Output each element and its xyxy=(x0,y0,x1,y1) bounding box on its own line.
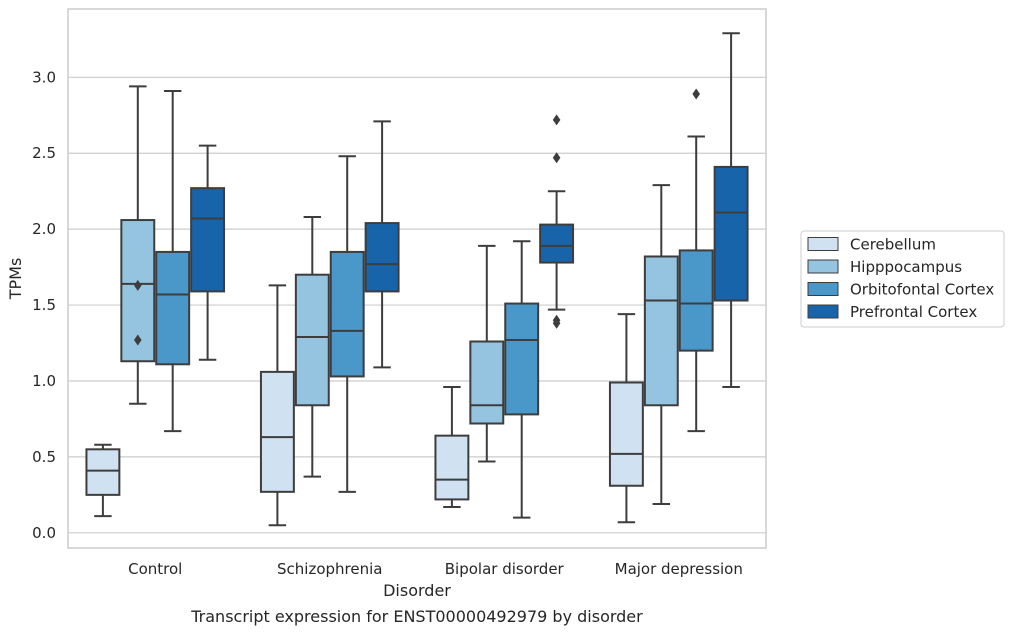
box-2-0 xyxy=(434,386,470,509)
legend-frame xyxy=(800,230,1005,328)
box-1-1 xyxy=(294,216,330,478)
box-2-3 xyxy=(539,114,575,329)
box-2-2 xyxy=(504,240,540,519)
legend-label: Prefrontal Cortex xyxy=(850,303,977,321)
outlier-point xyxy=(134,279,142,291)
outlier-point xyxy=(134,334,142,346)
box-iqr xyxy=(504,302,540,416)
box-3-1 xyxy=(643,184,679,505)
box-1-3 xyxy=(364,120,400,369)
x-tick-label: Schizophrenia xyxy=(277,560,382,578)
box-3-2 xyxy=(678,88,714,433)
boxes xyxy=(85,32,749,527)
box-3-0 xyxy=(608,313,644,524)
x-tick-label: Bipolar disorder xyxy=(445,560,565,578)
box-1-0 xyxy=(259,284,295,527)
box-iqr xyxy=(608,381,644,487)
outlier-point xyxy=(692,88,700,100)
legend-label: Orbitofontal Cortex xyxy=(850,281,994,299)
box-2-1 xyxy=(469,244,505,463)
plot-frame xyxy=(67,8,767,549)
box-3-3 xyxy=(713,32,749,389)
x-axis-label: Disorder xyxy=(383,581,451,600)
legend-swatch xyxy=(807,282,839,296)
outlier-point xyxy=(552,314,561,326)
box-iqr xyxy=(539,223,575,264)
legend-swatch xyxy=(807,304,839,319)
legend-swatch xyxy=(807,259,839,274)
y-axis-ticks: 0.0 0.5 1.0 1.5 2.0 2.5 3.0 xyxy=(32,68,56,541)
x-tick-label: Control xyxy=(128,560,182,578)
box-0-2 xyxy=(155,89,191,433)
y-tick-label: 2.5 xyxy=(32,144,56,162)
legend-swatch xyxy=(807,237,839,251)
legend-label: Hipppocampus xyxy=(850,258,962,276)
x-axis-ticks: Control Schizophrenia Bipolar disorder Majo… xyxy=(128,560,743,578)
box-iqr xyxy=(643,255,679,407)
outlier-point xyxy=(552,114,561,126)
box-iqr xyxy=(713,165,749,302)
box-iqr xyxy=(155,250,191,366)
box-iqr xyxy=(190,187,226,293)
legend-label: Cerebellum xyxy=(850,236,936,254)
box-iqr xyxy=(294,273,330,407)
box-iqr xyxy=(469,340,505,425)
y-tick-label: 1.0 xyxy=(32,372,56,390)
figure-caption: Transcript expression for ENST0000049297… xyxy=(190,607,643,626)
y-tick-label: 2.0 xyxy=(32,220,56,238)
box-0-0 xyxy=(85,443,121,518)
y-tick-label: 3.0 xyxy=(32,68,56,86)
box-iqr xyxy=(85,448,121,496)
box-iqr xyxy=(434,434,470,501)
y-axis-label: TPMs xyxy=(6,258,25,301)
box-1-2 xyxy=(329,155,365,493)
x-tick-label: Major depression xyxy=(615,560,743,578)
box-0-1 xyxy=(120,85,156,405)
y-tick-label: 1.5 xyxy=(32,296,56,314)
y-tick-label: 0.5 xyxy=(32,448,56,466)
box-iqr xyxy=(678,249,714,352)
y-tick-label: 0.0 xyxy=(32,524,56,542)
box-0-3 xyxy=(190,144,226,361)
box-iqr xyxy=(259,370,295,493)
box-iqr xyxy=(364,222,400,293)
box-iqr xyxy=(329,250,365,378)
legend: Cerebellum Hipppocampus Orbitofontal Corte… xyxy=(800,230,1005,328)
outlier-point xyxy=(552,152,561,164)
